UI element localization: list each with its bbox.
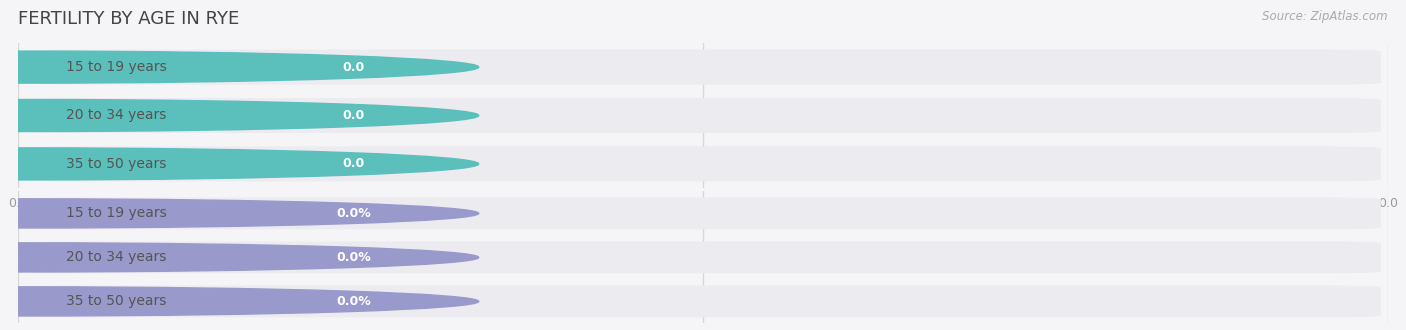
Text: 0.0%: 0.0% xyxy=(336,295,371,308)
FancyBboxPatch shape xyxy=(316,204,391,223)
Text: 0.0%: 0.0% xyxy=(336,207,371,220)
FancyBboxPatch shape xyxy=(316,105,391,126)
Circle shape xyxy=(0,287,478,316)
FancyBboxPatch shape xyxy=(316,292,391,311)
Text: 0.0: 0.0 xyxy=(343,157,366,170)
Circle shape xyxy=(0,199,478,228)
Text: Source: ZipAtlas.com: Source: ZipAtlas.com xyxy=(1263,10,1388,23)
Text: 0.0: 0.0 xyxy=(693,197,713,210)
Text: 0.0: 0.0 xyxy=(8,197,28,210)
Text: 20 to 34 years: 20 to 34 years xyxy=(66,250,166,264)
FancyBboxPatch shape xyxy=(25,285,1381,317)
Text: 35 to 50 years: 35 to 50 years xyxy=(66,157,166,171)
Circle shape xyxy=(0,99,478,132)
FancyBboxPatch shape xyxy=(25,147,1381,181)
Text: 15 to 19 years: 15 to 19 years xyxy=(66,60,167,74)
FancyBboxPatch shape xyxy=(25,198,1381,229)
Circle shape xyxy=(0,51,478,83)
FancyBboxPatch shape xyxy=(25,50,1381,84)
FancyBboxPatch shape xyxy=(316,248,391,267)
Text: 0.0%: 0.0% xyxy=(336,251,371,264)
FancyBboxPatch shape xyxy=(316,57,391,78)
FancyBboxPatch shape xyxy=(316,153,391,174)
Text: 0.0: 0.0 xyxy=(343,61,366,74)
Text: 20 to 34 years: 20 to 34 years xyxy=(66,109,166,122)
Text: 35 to 50 years: 35 to 50 years xyxy=(66,294,166,309)
Text: FERTILITY BY AGE IN RYE: FERTILITY BY AGE IN RYE xyxy=(18,10,239,28)
Circle shape xyxy=(0,148,478,180)
FancyBboxPatch shape xyxy=(25,242,1381,273)
Text: 15 to 19 years: 15 to 19 years xyxy=(66,206,167,220)
FancyBboxPatch shape xyxy=(25,98,1381,133)
Text: 0.0: 0.0 xyxy=(343,109,366,122)
Text: 0.0: 0.0 xyxy=(1378,197,1398,210)
Circle shape xyxy=(0,243,478,272)
